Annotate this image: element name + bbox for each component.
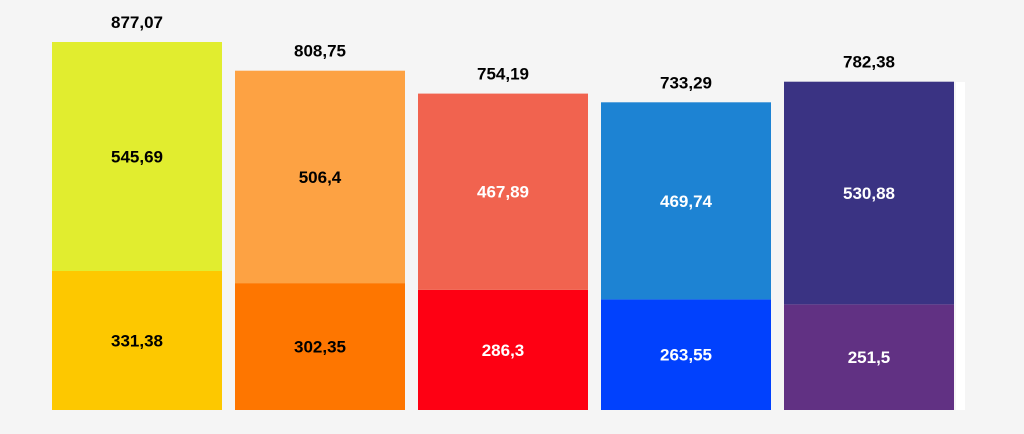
bar-segment-3-top (418, 93, 588, 290)
segment-label-3-bottom: 286,3 (482, 341, 525, 360)
segment-label-3-top: 467,89 (477, 183, 529, 202)
total-label-4: 733,29 (660, 73, 712, 92)
segment-label-5-bottom: 251,5 (848, 348, 891, 367)
total-label-3: 754,19 (477, 65, 529, 84)
bar-segment-4-top (601, 102, 771, 300)
labels-layer: 331,38 545,69 877,07 302,35 506,4 808,75 286,3… (111, 13, 895, 367)
segment-label-1-top: 545,69 (111, 148, 163, 167)
total-label-2: 808,75 (294, 42, 346, 61)
bar-segment-4-bottom (601, 299, 771, 410)
bar-segment-2-bottom (235, 283, 405, 410)
bar-segment-1-top (52, 42, 222, 271)
bar-segment-5-bottom (784, 304, 954, 410)
segment-label-4-bottom: 263,55 (660, 346, 712, 365)
bar-segment-3-bottom (418, 289, 588, 410)
bar-segment-5-top (784, 81, 954, 305)
segment-label-5-top: 530,88 (843, 184, 895, 203)
segment-label-1-bottom: 331,38 (111, 332, 163, 351)
bar-segment-1-bottom (52, 271, 222, 410)
total-label-1: 877,07 (111, 13, 163, 32)
total-label-5: 782,38 (843, 53, 895, 72)
bar-segment-2-top (235, 70, 405, 284)
bars-layer (52, 42, 954, 410)
right-edge-strip (956, 82, 965, 410)
segment-label-2-bottom: 302,35 (294, 338, 346, 357)
segment-label-2-top: 506,4 (299, 168, 342, 187)
segment-label-4-top: 469,74 (660, 192, 713, 211)
